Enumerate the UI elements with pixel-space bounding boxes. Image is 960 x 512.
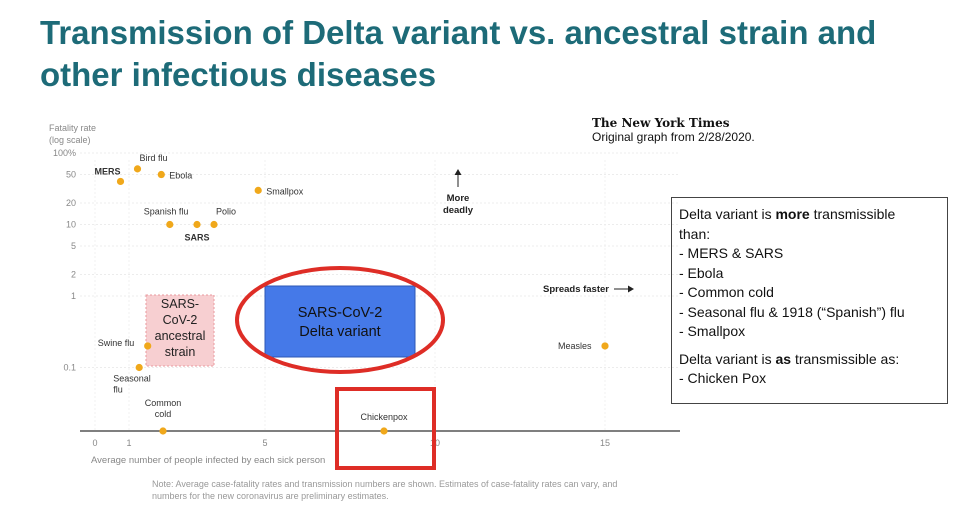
- data-point-marker: [144, 342, 152, 350]
- x-tick-label: 15: [600, 438, 610, 448]
- data-point-marker: [133, 165, 142, 173]
- spreads-faster-arrowhead: [628, 285, 634, 293]
- ancestral-strain-rect: [145, 294, 215, 367]
- y-tick-label: 100%: [53, 148, 76, 158]
- data-point-label: Ebola: [169, 171, 192, 181]
- info-list-item: - Ebola: [679, 264, 724, 281]
- ancestral-strain-label: CoV-2: [163, 313, 198, 327]
- data-point-label: cold: [155, 409, 172, 419]
- delta-variant-label: SARS-CoV-2: [298, 305, 383, 321]
- data-point-marker: [193, 220, 201, 229]
- data-point: Measles: [558, 341, 609, 351]
- spreads-faster-label: Spreads faster: [543, 284, 609, 295]
- data-point: MERS: [95, 166, 125, 186]
- y-tick-label: 20: [66, 198, 76, 208]
- page-title: Transmission of Delta variant vs. ancest…: [40, 14, 877, 93]
- info-list-item: - Seasonal flu & 1918 (“Spanish”) flu: [679, 303, 905, 320]
- delta-variant-rect: [264, 285, 416, 358]
- y-tick-label: 1: [71, 291, 76, 301]
- data-point-label: Chickenpox: [360, 412, 408, 422]
- data-point-marker: [601, 342, 609, 350]
- y-tick-label: 10: [66, 220, 76, 230]
- ancestral-strain-box: SARS- CoV-2 ancestral strain: [145, 294, 215, 367]
- data-point-label: Swine flu: [98, 338, 135, 348]
- info-as: Delta variant is as transmissible as:: [679, 350, 900, 367]
- delta-variant-label: Delta variant: [299, 324, 380, 340]
- grid: [80, 152, 680, 431]
- data-point-marker: [380, 427, 388, 435]
- data-point-marker: [210, 220, 218, 229]
- info-box: Delta variant is more transmissible than…: [671, 197, 948, 404]
- y-axis-label: (log scale): [49, 135, 91, 145]
- ancestral-strain-label: SARS-: [161, 297, 199, 311]
- data-point-label: Measles: [558, 341, 592, 351]
- data-point: Ebola: [157, 170, 192, 181]
- data-point-marker: [254, 186, 262, 194]
- data-point: Bird flu: [133, 153, 168, 173]
- data-point-label: Smallpox: [266, 186, 304, 196]
- data-point-label: MERS: [95, 166, 121, 176]
- info-list-item: - MERS & SARS: [679, 245, 784, 261]
- data-point-label: Bird flu: [140, 153, 168, 163]
- ancestral-strain-label: strain: [165, 345, 196, 359]
- data-point-marker: [157, 170, 165, 179]
- y-tick-label: 2: [71, 269, 76, 279]
- x-tick-label: 0: [92, 438, 97, 448]
- data-point-marker: [159, 427, 167, 435]
- chickenpox-highlight-box: [335, 387, 436, 470]
- info-intro: Delta variant is more transmissible: [679, 206, 896, 222]
- delta-highlight-ellipse: [235, 266, 445, 374]
- y-tick-label: 50: [66, 170, 76, 180]
- delta-variant-box: SARS-CoV-2 Delta variant: [264, 285, 416, 358]
- data-point: Chickenpox: [360, 412, 408, 435]
- info-list: - MERS & SARS - Ebola - Common cold - Seaso…: [679, 244, 940, 342]
- data-point: Spanish flu: [144, 207, 189, 229]
- y-tick-label: 5: [71, 241, 76, 251]
- info-as-item: - Chicken Pox: [679, 370, 767, 386]
- axes: Fatality rate(log scale)100%5020105210.1…: [49, 123, 680, 466]
- data-point: Swine flu: [98, 338, 152, 350]
- source-credit: The New York Times Original graph from 2…: [592, 116, 755, 144]
- data-point-marker: [135, 363, 143, 372]
- x-axis-label: Average number of people infected by eac…: [91, 455, 325, 466]
- data-point-label: Common: [145, 398, 182, 408]
- more-deadly-arrowhead: [454, 169, 462, 175]
- overlays: SARS-CoV-2ancestralstrainSARS-CoV-2Delta…: [145, 266, 445, 470]
- data-point: Polio: [210, 207, 236, 229]
- data-point: Smallpox: [254, 186, 304, 196]
- source-caption: Original graph from 2/28/2020.: [592, 130, 755, 144]
- x-tick-label: 5: [262, 438, 267, 448]
- ancestral-strain-label: ancestral: [155, 329, 206, 343]
- data-point-label: Seasonal: [113, 374, 151, 384]
- info-intro-cont: than:: [679, 225, 711, 242]
- data-point-marker: [166, 220, 174, 229]
- footnote: Note: Average case-fatality rates and tr…: [152, 479, 618, 501]
- info-list-item: - Common cold: [679, 284, 774, 300]
- data-point-label: Polio: [216, 207, 236, 217]
- data-point-label: flu: [113, 385, 123, 395]
- data-point: SARS: [184, 220, 210, 243]
- info-list-item: - Smallpox: [679, 323, 746, 339]
- y-axis-label: Fatality rate: [49, 123, 96, 133]
- data-point-marker: [116, 177, 125, 186]
- more-deadly-label: More: [447, 193, 470, 204]
- data-point-label: SARS: [184, 233, 209, 243]
- more-deadly-label: deadly: [443, 205, 474, 216]
- x-tick-label: 1: [126, 438, 131, 448]
- y-tick-label: 0.1: [63, 363, 76, 373]
- data-point-label: Spanish flu: [144, 207, 189, 217]
- nyt-logo: The New York Times: [592, 116, 730, 130]
